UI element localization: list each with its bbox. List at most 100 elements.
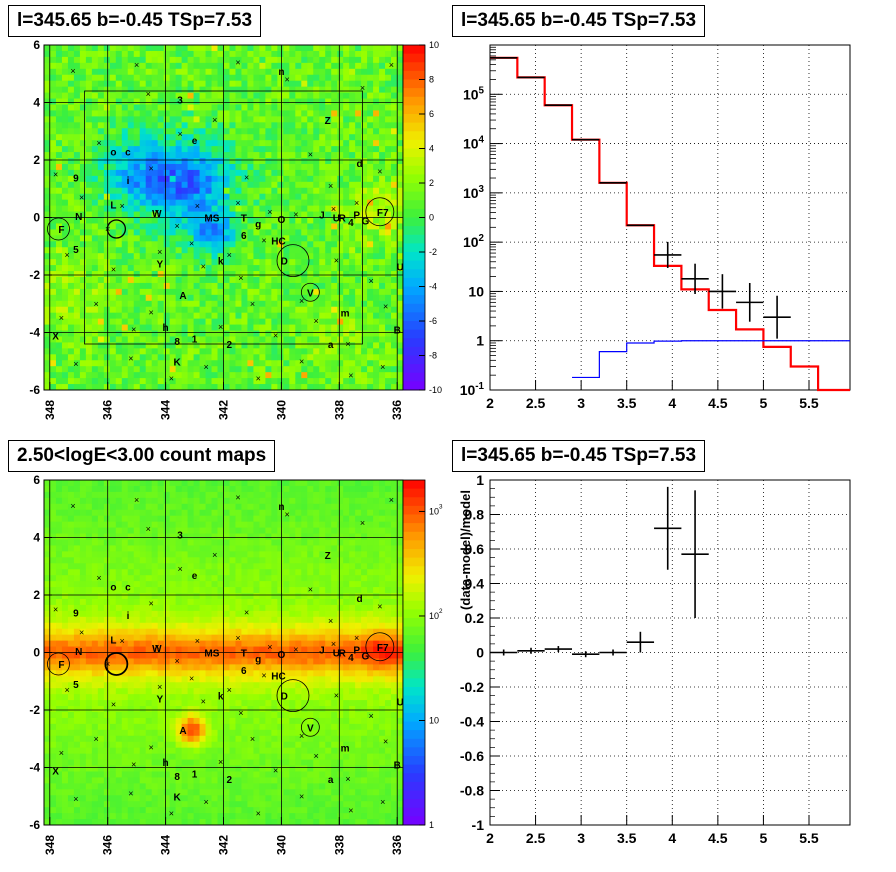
map-pixel <box>109 509 117 517</box>
map-pixel <box>247 205 254 213</box>
map-pixel <box>349 288 356 296</box>
map-pixel <box>379 324 386 332</box>
map-pixel <box>127 789 135 796</box>
map-pixel <box>391 265 398 272</box>
map-pixel <box>49 241 57 248</box>
map-pixel <box>49 229 57 236</box>
map-pixel <box>307 104 314 111</box>
map-pixel <box>241 175 248 183</box>
map-pixel <box>115 569 123 576</box>
map-pixel <box>349 56 356 64</box>
map-pixel <box>127 253 135 260</box>
map-pixel <box>49 360 57 367</box>
map-pixel <box>391 342 398 349</box>
x-tick-label: 348 <box>43 400 57 420</box>
map-pixel <box>139 68 147 76</box>
map-pixel <box>79 646 87 653</box>
map-pixel <box>313 181 320 189</box>
map-pixel <box>44 557 51 564</box>
map-pixel <box>55 360 63 367</box>
map-pixel <box>181 342 189 349</box>
map-pixel <box>127 282 135 290</box>
map-pixel <box>241 276 248 284</box>
map-pixel <box>44 676 51 683</box>
map-pixel <box>55 598 63 606</box>
map-pixel <box>193 56 201 64</box>
map-pixel <box>307 50 314 58</box>
map-pixel <box>97 807 105 814</box>
map-pixel <box>127 294 135 302</box>
source-label: U <box>333 214 340 225</box>
map-pixel <box>133 676 141 683</box>
map-pixel <box>133 640 141 648</box>
map-pixel <box>313 324 320 332</box>
map-pixel <box>151 801 159 808</box>
source-label: h <box>163 323 169 334</box>
map-pixel <box>253 175 260 183</box>
map-pixel <box>325 342 332 349</box>
map-pixel <box>139 581 147 588</box>
map-pixel <box>61 193 69 201</box>
map-pixel <box>79 366 87 373</box>
map-pixel <box>247 45 254 52</box>
map-pixel <box>73 640 81 648</box>
map-pixel <box>109 324 117 332</box>
map-pixel <box>109 140 117 147</box>
map-pixel <box>175 152 183 159</box>
map-pixel <box>79 610 87 618</box>
map-pixel <box>283 217 290 224</box>
map-pixel <box>175 384 183 391</box>
map-pixel <box>397 336 404 343</box>
map-pixel <box>169 56 177 64</box>
map-pixel <box>265 241 272 248</box>
map-pixel <box>379 259 386 266</box>
map-pixel <box>145 628 153 636</box>
map-pixel <box>253 235 260 242</box>
map-pixel <box>97 163 105 171</box>
map-pixel <box>109 783 117 790</box>
map-pixel <box>271 372 278 379</box>
map-pixel <box>157 146 165 153</box>
map-pixel <box>127 777 135 784</box>
map-pixel <box>115 688 123 695</box>
map-pixel <box>44 199 51 207</box>
map-pixel <box>67 98 75 105</box>
map-pixel <box>127 45 135 52</box>
map-pixel <box>73 348 81 355</box>
map-pixel <box>373 288 380 296</box>
map-pixel <box>271 282 278 290</box>
map-pixel <box>313 247 320 254</box>
map-pixel <box>277 271 284 278</box>
map-pixel <box>355 312 362 320</box>
map-pixel <box>163 271 171 278</box>
map-pixel <box>385 128 392 135</box>
map-pixel <box>91 199 99 207</box>
map-pixel <box>337 378 344 385</box>
map-pixel <box>361 140 368 147</box>
map-pixel <box>181 563 189 570</box>
map-pixel <box>151 557 159 564</box>
map-pixel <box>109 658 117 665</box>
map-pixel <box>397 116 404 123</box>
map-pixel <box>295 169 302 177</box>
map-pixel <box>235 56 242 64</box>
map-pixel <box>217 158 224 165</box>
map-pixel <box>121 98 129 105</box>
map-pixel <box>181 569 189 576</box>
map-pixel <box>44 116 51 123</box>
map-pixel <box>151 193 159 201</box>
map-pixel <box>61 819 69 826</box>
map-pixel <box>163 235 171 242</box>
map-pixel <box>169 271 177 278</box>
map-pixel <box>265 324 272 332</box>
map-pixel <box>91 640 99 648</box>
map-pixel <box>61 581 69 588</box>
map-pixel <box>205 193 213 201</box>
map-pixel <box>223 276 230 284</box>
map-pixel <box>391 128 398 135</box>
map-pixel <box>73 711 81 719</box>
map-pixel <box>349 372 356 379</box>
map-pixel <box>301 300 308 308</box>
map-pixel <box>271 211 278 218</box>
map-pixel <box>55 497 63 505</box>
